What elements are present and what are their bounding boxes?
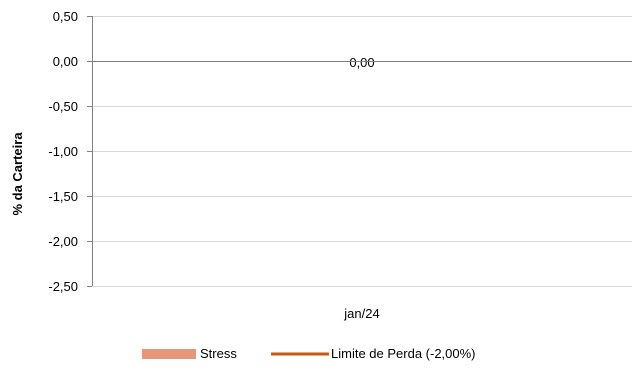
axes [92,16,632,286]
y-tick-label: 0,50 [53,9,78,24]
y-tick-label: -2,50 [48,279,78,294]
x-tick-label: jan/24 [343,306,379,321]
y-tick-label: -2,00 [48,234,78,249]
x-tick-labels: jan/24 [343,306,379,321]
y-tick-label: 0,00 [53,54,78,69]
y-axis-title: % da Carteira [10,132,25,216]
legend-label-stress: Stress [200,346,237,361]
legend-label-limit: Limite de Perda (-2,00%) [331,346,476,361]
chart-marks: 0,00 [349,55,374,70]
y-tick-labels: 0,50 0,00 -0,50 -1,00 -1,50 -2,00 -2,50 [48,9,78,294]
stress-data-label: 0,00 [349,55,374,70]
y-tick-label: -1,50 [48,189,78,204]
legend-swatch-stress [142,349,196,359]
legend: Stress Limite de Perda (-2,00%) [142,346,476,361]
gridlines [87,16,632,287]
y-tick-label: -0,50 [48,99,78,114]
y-tick-label: -1,00 [48,144,78,159]
